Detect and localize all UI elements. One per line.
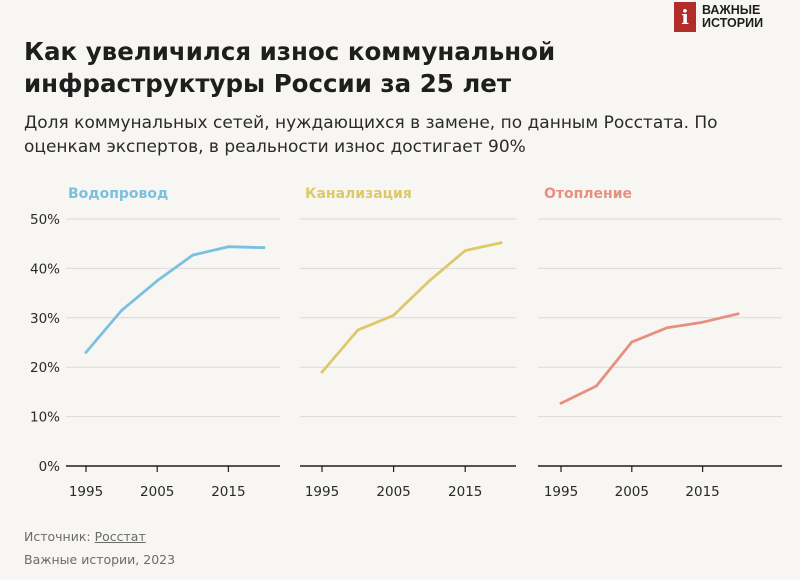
logo-line-1: ВАЖНЫЕ: [702, 3, 761, 17]
series-line-1: [84, 245, 266, 354]
data-point: [559, 401, 563, 405]
logo-wordmark: ВАЖНЫЕ ИСТОРИИ: [702, 4, 763, 30]
data-point: [120, 308, 123, 312]
panel-title-1: Водопровод: [68, 186, 168, 202]
logo-line-2: ИСТОРИИ: [702, 16, 764, 30]
panel-title-3: Отопление: [544, 186, 632, 202]
data-point: [595, 384, 598, 388]
data-point: [320, 370, 324, 374]
x-tick-label: 2005: [615, 484, 649, 500]
data-point: [392, 313, 395, 317]
data-point: [428, 279, 431, 283]
source-line: Источник: Росстат: [24, 525, 175, 548]
source-label: Источник:: [24, 529, 95, 544]
panel-title-2: Канализация: [305, 186, 412, 202]
data-point: [736, 312, 740, 316]
x-tick-label: 1995: [69, 484, 103, 500]
data-point: [356, 328, 360, 332]
y-tick-label: 10%: [30, 410, 60, 426]
brand-logo: i ВАЖНЫЕ ИСТОРИИ: [674, 2, 763, 32]
data-point: [155, 279, 159, 283]
series-line-2: [320, 241, 503, 374]
y-tick-label: 20%: [30, 360, 60, 376]
data-point: [701, 320, 704, 324]
data-point: [262, 246, 266, 250]
y-tick-label: 30%: [30, 311, 60, 327]
x-tick-label: 1995: [544, 484, 578, 500]
data-point: [84, 350, 88, 354]
logo-mark: i: [674, 2, 696, 32]
data-point: [630, 340, 634, 344]
y-tick-label: 40%: [30, 261, 60, 277]
small-multiples-chart: Водопровод 0% 10% 20% 30% 40% 50% 1995 2005 2015 К…: [30, 186, 782, 500]
data-point: [499, 241, 503, 245]
x-tick-label: 2005: [376, 484, 410, 500]
data-point: [665, 326, 669, 330]
series-line-3: [559, 312, 740, 405]
y-tick-label: 50%: [30, 212, 60, 228]
data-point: [191, 253, 195, 257]
data-point: [463, 249, 467, 253]
data-point: [227, 245, 230, 249]
x-tick-label: 2015: [211, 484, 245, 500]
x-tick-label: 1995: [305, 484, 339, 500]
x-tick-label: 2005: [140, 484, 174, 500]
credit-line: Важные истории, 2023: [24, 552, 176, 567]
source-link[interactable]: Росстат: [94, 529, 146, 544]
y-tick-label: 0%: [39, 459, 61, 475]
chart-subtitle: Доля коммунальных сетей, нуждающихся в з…: [24, 113, 718, 157]
chart-title: Как увеличился износ коммунальной инфрас…: [24, 37, 556, 98]
x-tick-label: 2015: [685, 484, 719, 500]
chart-footer: Источник: Росстат Важные истории, 2023: [24, 525, 175, 571]
x-tick-label: 2015: [448, 484, 482, 500]
